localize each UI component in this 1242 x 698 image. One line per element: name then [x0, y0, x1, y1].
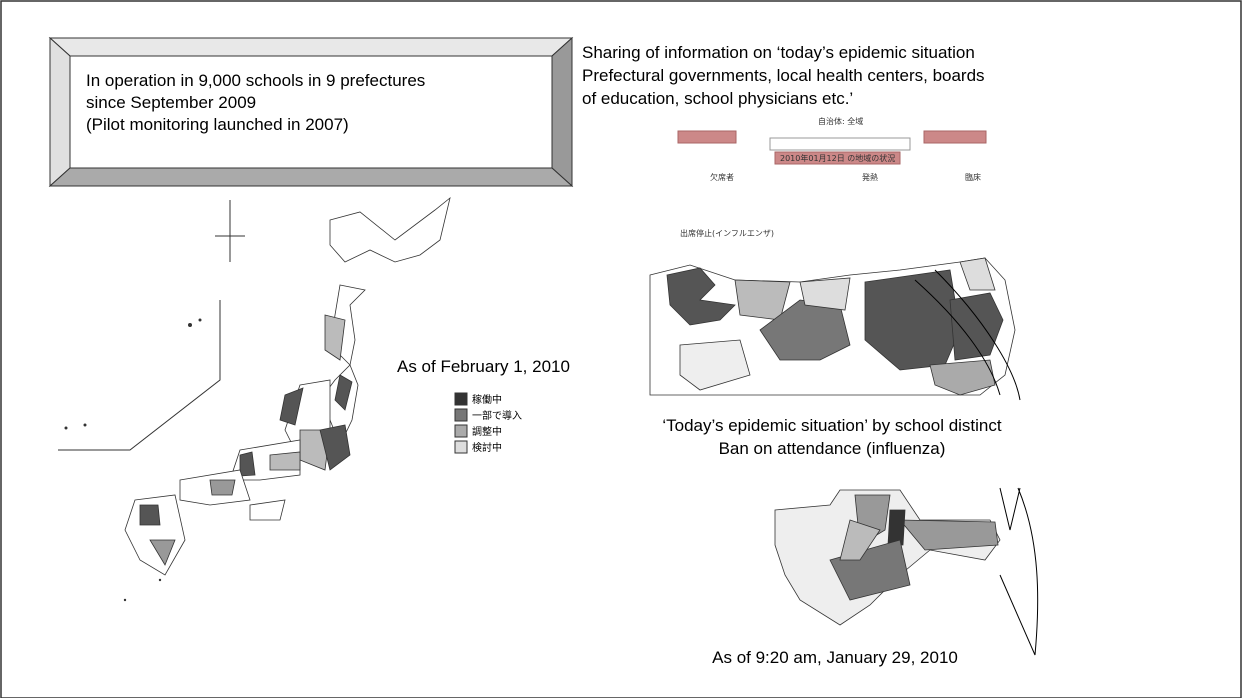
zoom-map: [774, 487, 1039, 656]
district-caption: ‘Today’s epidemic situation’ by school d…: [662, 416, 1002, 435]
screenshot-municipality: 自治体: 全域: [818, 116, 863, 126]
japan-legend: [454, 392, 468, 454]
screenshot-column: 欠席者: [710, 172, 734, 182]
sharing-line: of education, school physicians etc.’: [582, 89, 853, 108]
legend-label: 一部で導入: [472, 409, 522, 422]
legend-label: 調整中: [472, 425, 502, 438]
sharing-line: Sharing of information on ‘today’s epide…: [582, 43, 975, 62]
screenshot-selected: 出席停止(インフルエンザ): [680, 228, 774, 238]
japan-map-date: As of February 1, 2010: [397, 357, 570, 376]
district-caption: Ban on attendance (influenza): [719, 439, 946, 458]
screenshot-column: 発熱: [862, 172, 878, 182]
legend-label: 稼働中: [472, 393, 502, 406]
sharing-line: Prefectural governments, local health ce…: [582, 66, 985, 85]
screenshot-status-title: 2010年01月12日 の地域の状況: [780, 153, 895, 163]
japan-map: [58, 196, 451, 602]
callout-box: [48, 36, 574, 188]
district-map: [649, 257, 1021, 401]
callout-line: In operation in 9,000 schools in 9 prefe…: [86, 71, 425, 90]
zoom-map-date: As of 9:20 am, January 29, 2010: [712, 648, 958, 667]
callout-line: (Pilot monitoring launched in 2007): [86, 115, 349, 134]
screenshot-controls: [677, 130, 987, 165]
screenshot-column: 臨床: [965, 172, 981, 182]
callout-line: since September 2009: [86, 93, 256, 112]
legend-label: 検討中: [472, 441, 502, 454]
